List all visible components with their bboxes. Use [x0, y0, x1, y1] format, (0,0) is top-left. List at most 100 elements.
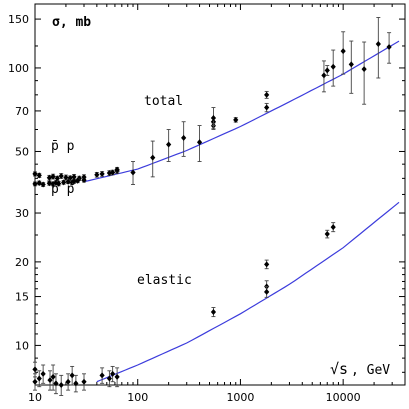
marker — [40, 370, 46, 377]
y-tick-label: 150 — [8, 13, 29, 26]
marker — [150, 154, 156, 161]
marker — [69, 372, 75, 379]
total_ppbar-point — [63, 174, 69, 181]
elastic_high-point — [330, 222, 336, 233]
total_high-point — [340, 31, 346, 75]
total_pp-point — [61, 179, 67, 186]
marker — [114, 373, 120, 380]
x-tick-label: 10000 — [326, 391, 361, 404]
total_ppbar-point — [36, 172, 42, 179]
marker — [99, 372, 105, 379]
total_high-point — [386, 32, 392, 64]
y-axis-title: σ, mb — [52, 15, 91, 30]
elastic_low-point — [65, 373, 71, 391]
marker — [114, 166, 120, 173]
marker — [63, 174, 69, 181]
elastic_low-point — [53, 373, 59, 395]
elastic_high-point — [264, 286, 270, 298]
marker — [233, 116, 239, 123]
marker — [264, 91, 270, 98]
marker — [386, 43, 392, 50]
marker — [264, 261, 270, 268]
marker — [75, 177, 81, 184]
marker — [73, 380, 79, 387]
total_high-point — [181, 121, 187, 157]
x-tick-label: 1000 — [226, 391, 254, 404]
elastic_low-point — [47, 370, 53, 391]
total_high-point — [361, 41, 367, 105]
elastic_high-point — [324, 229, 330, 239]
total_pp-point — [65, 178, 71, 185]
marker — [110, 169, 116, 176]
y-tick-label: 70 — [15, 105, 29, 118]
total_ppbar-point — [50, 173, 56, 180]
plot-frame — [34, 3, 406, 386]
total_high-point — [130, 161, 136, 185]
total_pp-point — [46, 180, 52, 187]
total_high-point — [321, 60, 327, 93]
total_high-point — [330, 49, 336, 87]
elastic_fit-line — [96, 201, 400, 383]
marker — [81, 177, 87, 184]
total_high-point — [264, 102, 270, 113]
x-tick-label: 10 — [28, 391, 42, 404]
elastic_low-point — [58, 374, 64, 396]
total_ppbar-point — [46, 174, 52, 181]
total_pp-point — [56, 180, 62, 187]
marker — [166, 141, 172, 148]
elastic_low-point — [99, 367, 105, 384]
total_ppbar-point — [114, 166, 120, 173]
marker — [321, 72, 327, 79]
data-points — [32, 17, 392, 396]
total_pp-point — [32, 180, 38, 187]
marker — [40, 181, 46, 188]
total_pp-point — [75, 177, 81, 184]
total_high-point — [150, 140, 156, 178]
marker — [50, 173, 56, 180]
elastic_low-point — [73, 374, 79, 393]
total_high-point — [264, 90, 270, 99]
marker — [181, 134, 187, 141]
marker — [56, 180, 62, 187]
y-tick-label: 100 — [8, 62, 29, 75]
total_ppbar-point — [32, 170, 38, 177]
axis-ticks: 10 100 1000 10000 10 15 20 30 50 70 100 150 — [8, 4, 406, 404]
elastic_low-point — [69, 365, 75, 386]
marker — [71, 173, 77, 180]
marker — [47, 377, 53, 384]
marker — [210, 115, 217, 122]
y-tick-label: 10 — [15, 339, 29, 352]
marker — [32, 366, 38, 373]
marker — [32, 170, 38, 177]
marker — [53, 380, 59, 387]
elastic_low-point — [32, 361, 38, 378]
marker — [46, 180, 52, 187]
marker — [36, 172, 42, 179]
total_ppbar-point — [110, 169, 116, 176]
label-elastic: elastic — [137, 273, 192, 288]
elastic_high-point — [210, 307, 217, 318]
marker — [46, 174, 52, 181]
marker — [361, 66, 367, 73]
marker — [36, 375, 42, 382]
marker — [58, 382, 64, 388]
total_pp-point — [40, 181, 46, 188]
x-axis-title-unit: , GeV — [351, 363, 390, 378]
marker — [330, 224, 336, 231]
marker — [324, 231, 330, 238]
marker — [330, 63, 336, 70]
label-total: total — [144, 94, 183, 109]
elastic_low-point — [81, 373, 87, 391]
marker — [58, 172, 64, 179]
total_high-point — [233, 116, 239, 123]
y-tick-label: 20 — [15, 256, 29, 269]
marker — [71, 178, 77, 185]
marker — [94, 171, 100, 178]
total_pp-point — [81, 177, 87, 184]
marker — [50, 180, 56, 187]
total_high-point — [210, 107, 217, 130]
marker — [348, 61, 354, 68]
marker — [264, 104, 270, 111]
marker — [32, 378, 38, 385]
